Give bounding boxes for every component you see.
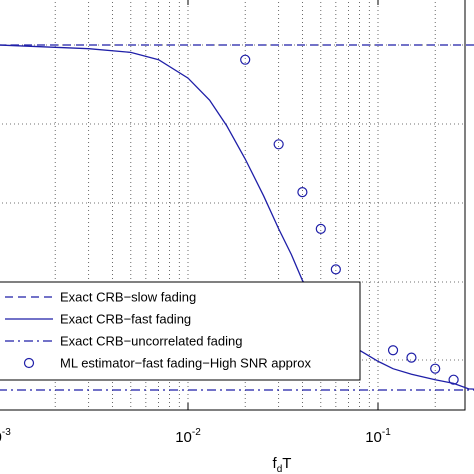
ml-estimator-point <box>330 264 341 275</box>
legend: Exact CRB−slow fading Exact CRB−fast fadi… <box>0 281 361 381</box>
x-axis-label: fdT <box>273 455 292 474</box>
x-tick-label: 10-2 <box>175 427 201 446</box>
ml-estimator-point <box>387 345 399 356</box>
ml-estimator-point <box>315 223 326 235</box>
x-tick-label-exp: -3 <box>2 427 11 438</box>
ml-estimator-point <box>448 374 459 385</box>
x-tick-label-exp: -2 <box>192 427 201 438</box>
legend-label: Exact CRB−slow fading <box>60 290 196 305</box>
x-tick-label: 10-3 <box>0 427 11 446</box>
ml-estimator-point <box>240 54 251 65</box>
legend-label: Exact CRB−uncorrelated fading <box>60 334 242 349</box>
tick-layer: 10-310-210-1 <box>0 0 391 446</box>
legend-marker-circle <box>23 357 35 369</box>
legend-items: Exact CRB−slow fading Exact CRB−fast fadi… <box>5 290 311 371</box>
ml-estimator-point <box>273 139 284 150</box>
ml-estimator-point <box>430 363 441 374</box>
x-tick-label-exp: -1 <box>382 427 391 438</box>
x-tick-label: 10-1 <box>365 427 391 446</box>
x-tick-label-base: 10 <box>365 429 382 446</box>
legend-label: Exact CRB−fast fading <box>60 312 191 327</box>
x-tick-label-base: 10 <box>0 429 2 446</box>
x-tick-label-base: 10 <box>175 429 192 446</box>
ml-estimator-point <box>406 352 417 363</box>
legend-label: ML estimator−fast fading−High SNR approx <box>60 356 311 371</box>
plot-frame <box>0 0 466 411</box>
ml-estimator-point <box>297 187 308 198</box>
legend-box <box>0 281 361 381</box>
